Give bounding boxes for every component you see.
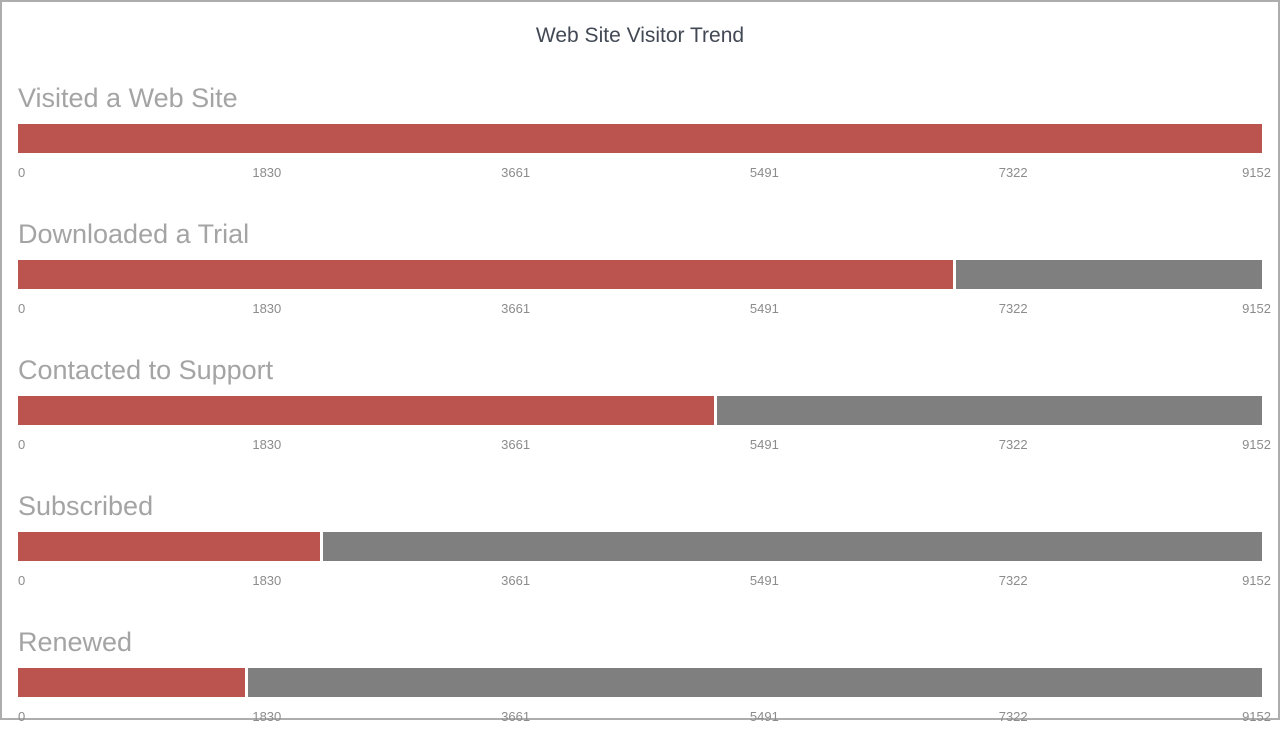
axis-tick-label: 0 (18, 301, 26, 316)
chart-title: Web Site Visitor Trend (535, 24, 745, 47)
row-label: Visited a Web Site (18, 83, 238, 113)
row-label: Contacted to Support (18, 355, 274, 385)
axis-tick-label: 5491 (749, 709, 779, 724)
bar-track (18, 532, 1262, 561)
axis-tick-label: 7322 (998, 301, 1028, 316)
axis-tick-label: 0 (18, 709, 26, 724)
funnel-row-subscribed: Subscribed 0 1830 3661 5491 7322 9152 (18, 490, 1271, 620)
axis-tick-label: 5491 (749, 437, 779, 452)
value-bar[interactable] (18, 668, 245, 697)
row-label: Downloaded a Trial (18, 219, 250, 249)
bar-track (18, 260, 1262, 289)
value-bar[interactable] (18, 124, 1262, 153)
funnel-row-visited: Visited a Web Site 0 1830 3661 5491 7322… (18, 82, 1271, 212)
axis-tick-label: 1830 (252, 437, 282, 452)
axis-tick-label: 7322 (998, 709, 1028, 724)
funnel-row-renewed: Renewed 0 1830 3661 5491 7322 9152 (18, 626, 1271, 756)
axis-tick-label: 9152 (1242, 437, 1271, 452)
funnel-row-downloaded: Downloaded a Trial 0 1830 3661 5491 7322… (18, 218, 1271, 348)
axis-tick-label: 9152 (1242, 165, 1271, 180)
axis-tick-label: 7322 (998, 437, 1028, 452)
value-bar[interactable] (18, 260, 954, 289)
axis-tick-label: 9152 (1242, 709, 1271, 724)
axis-tick-label: 1830 (252, 301, 282, 316)
bar-track (18, 668, 1262, 697)
value-axis: 0 1830 3661 5491 7322 9152 (18, 301, 1271, 317)
value-axis: 0 1830 3661 5491 7322 9152 (18, 165, 1271, 181)
bar-track (18, 124, 1262, 153)
value-axis: 0 1830 3661 5491 7322 9152 (18, 709, 1271, 725)
value-axis: 0 1830 3661 5491 7322 9152 (18, 573, 1271, 589)
bar-track (18, 396, 1262, 425)
axis-tick-label: 9152 (1242, 573, 1271, 588)
dashboard-canvas: { "window": { "background": "#ffffff", "… (0, 0, 1280, 724)
axis-tick-label: 5491 (749, 573, 779, 588)
remainder-bar[interactable] (717, 396, 1262, 425)
remainder-bar[interactable] (247, 668, 1262, 697)
value-bar[interactable] (18, 396, 715, 425)
remainder-bar[interactable] (956, 260, 1262, 289)
axis-tick-label: 7322 (998, 573, 1028, 588)
axis-tick-label: 0 (18, 573, 26, 588)
row-label: Subscribed (18, 491, 154, 521)
axis-tick-label: 1830 (252, 165, 282, 180)
axis-tick-label: 3661 (501, 573, 531, 588)
remainder-bar[interactable] (323, 532, 1262, 561)
axis-tick-label: 1830 (252, 709, 282, 724)
funnel-rows: Visited a Web Site 0 1830 3661 5491 7322… (2, 82, 1278, 756)
funnel-row-contacted: Contacted to Support 0 1830 3661 5491 73… (18, 354, 1271, 484)
axis-tick-label: 0 (18, 165, 26, 180)
row-label: Renewed (18, 627, 133, 657)
axis-tick-label: 9152 (1242, 301, 1271, 316)
axis-tick-label: 3661 (501, 165, 531, 180)
axis-tick-label: 7322 (998, 165, 1028, 180)
axis-tick-label: 3661 (501, 709, 531, 724)
axis-tick-label: 1830 (252, 573, 282, 588)
axis-tick-label: 3661 (501, 301, 531, 316)
axis-tick-label: 5491 (749, 301, 779, 316)
value-axis: 0 1830 3661 5491 7322 9152 (18, 437, 1271, 453)
value-bar[interactable] (18, 532, 321, 561)
axis-tick-label: 3661 (501, 437, 531, 452)
axis-tick-label: 5491 (749, 165, 779, 180)
axis-tick-label: 0 (18, 437, 26, 452)
